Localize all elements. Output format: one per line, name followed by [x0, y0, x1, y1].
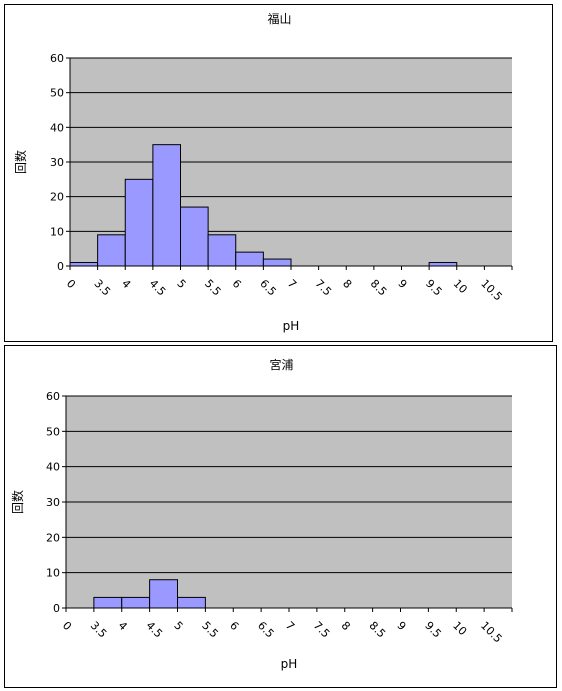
y-tick-label: 0	[53, 602, 60, 615]
bar-9.5	[428, 262, 458, 267]
bar-3.5	[97, 234, 126, 267]
x-tick-label: 0	[60, 619, 74, 633]
x-tick-label: 8	[340, 277, 354, 291]
y-tick-label: 10	[46, 567, 60, 580]
y-tick-label: 40	[46, 461, 60, 474]
x-tick-label: 3.5	[92, 277, 114, 299]
x-tick-label: 4	[116, 619, 130, 633]
x-tick-label: 5.5	[199, 619, 221, 641]
bar-0	[69, 262, 99, 267]
x-tick-label: 9	[395, 277, 409, 291]
x-tick-label: 5	[174, 277, 188, 291]
bar-4	[124, 178, 154, 267]
bar-6.5	[262, 258, 292, 267]
bar-6	[235, 251, 264, 267]
x-tick-label: 4	[119, 277, 133, 291]
y-tick-label: 60	[46, 390, 60, 403]
x-tick-label: 9.5	[422, 619, 444, 641]
x-tick-label: 9	[394, 619, 408, 633]
chart-svg-miyaura: 宮浦 0 10 20 30 40 50 60 0 3.5 4 4.5 5 5.5 6 6.5 7 7.5 8 8.5 9…	[10, 357, 513, 671]
x-tick-label: 8	[339, 619, 353, 633]
bar-5.5	[207, 234, 237, 267]
x-tick-label: 0	[64, 277, 78, 291]
x-tick-label: 7.5	[311, 619, 333, 641]
bar-4.5	[149, 579, 178, 609]
y-tick-label: 50	[46, 425, 60, 438]
x-tick-label: 6.5	[255, 619, 277, 641]
bar-5	[177, 596, 206, 609]
x-tick-label: 7.5	[313, 277, 335, 299]
x-axis-label: pH	[281, 657, 298, 671]
bar-5	[180, 206, 209, 267]
chart-svg-fukuyama: 福山 0 10 20 30 40 50 60 0 3.5 4 4.5 5 5.5 6 6.5 7 7.5 8 8.5 9…	[13, 11, 513, 333]
bar-4.5	[152, 144, 181, 267]
y-tick-label: 30	[50, 156, 64, 169]
y-tick-label: 20	[46, 531, 60, 544]
x-tick-label: 10	[450, 619, 469, 638]
y-axis-label: 回数	[13, 150, 28, 174]
x-tick-label: 6	[230, 277, 244, 291]
bar-3.5	[93, 596, 123, 609]
bar-4	[121, 596, 151, 609]
x-tick-label: 5	[171, 619, 185, 633]
x-tick-label: 6	[227, 619, 241, 633]
x-axis-label: pH	[283, 319, 300, 333]
x-tick-label: 8.5	[368, 277, 390, 299]
x-tick-label: 7	[283, 619, 297, 633]
x-tick-label: 10.5	[478, 277, 505, 304]
x-tick-label: 3.5	[88, 619, 110, 641]
y-axis-label: 回数	[10, 490, 25, 514]
x-tick-label: 7	[285, 277, 299, 291]
y-tick-label: 60	[50, 52, 64, 65]
y-tick-label: 10	[50, 225, 64, 238]
y-tick-label: 40	[50, 121, 64, 134]
x-tick-label: 6.5	[257, 277, 279, 299]
x-tick-label: 4.5	[144, 619, 166, 641]
x-tick-label: 9.5	[423, 277, 445, 299]
y-tick-label: 50	[50, 87, 64, 100]
y-tick-label: 30	[46, 496, 60, 509]
x-tick-label: 4.5	[147, 277, 169, 299]
y-tick-label: 0	[57, 260, 64, 273]
chart-panel-miyaura: 宮浦 0 10 20 30 40 50 60 0 3.5 4 4.5 5 5.5 6 6.5 7 7.5 8 8.5 9…	[4, 345, 557, 688]
x-tick-label: 8.5	[367, 619, 389, 641]
y-tick-label: 20	[50, 191, 64, 204]
x-tick-label: 5.5	[202, 277, 224, 299]
chart-title: 宮浦	[269, 357, 293, 372]
chart-title: 福山	[267, 11, 291, 26]
x-tick-label: 10.5	[478, 619, 505, 646]
x-tick-label: 10	[451, 277, 470, 296]
chart-panel-fukuyama: 福山 0 10 20 30 40 50 60 0 3.5 4 4.5 5 5.5 6 6.5 7 7.5 8 8.5 9…	[4, 4, 553, 342]
